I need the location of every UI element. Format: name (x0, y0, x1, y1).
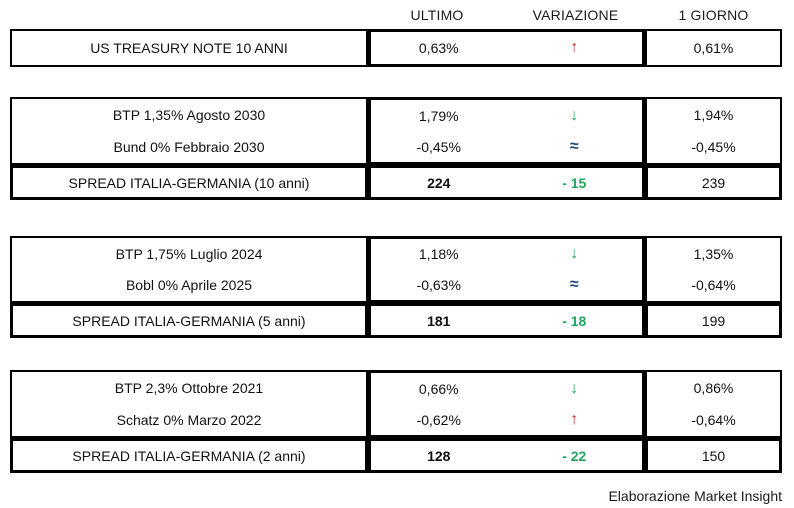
block-us-treasury: US TREASURY NOTE 10 ANNI 0,63% ↑ 0,61% (10, 29, 782, 67)
spread-giorno-box: 199 (645, 303, 782, 338)
giorno-value: 1,35% (693, 245, 734, 262)
giorno-value: 0,86% (693, 380, 734, 396)
spread-values-box: 128 - 22 (368, 438, 645, 473)
spread-label-box: SPREAD ITALIA-GERMANIA (10 anni) (10, 165, 368, 200)
spread-ultimo-value: 181 (427, 312, 451, 329)
ultimo-value: -0,63% (416, 276, 461, 293)
bond-label-box: BTP 2,3% Ottobre 2021 Schatz 0% Marzo 20… (10, 370, 368, 438)
up-arrow-icon: ↑ (570, 39, 579, 56)
column-header-variazione: VARIAZIONE (532, 7, 619, 23)
spread-label: SPREAD ITALIA-GERMANIA (10 anni) (68, 174, 310, 191)
block-10-anni: BTP 1,35% Agosto 2030 Bund 0% Febbraio 2… (10, 97, 782, 200)
spread-giorno-value: 239 (701, 174, 726, 191)
column-header-1-giorno: 1 GIORNO (678, 7, 749, 23)
ultimo-variazione-box: 1,18% ↓ -0,63% ≈ (368, 236, 645, 303)
spread-change-value: - 22 (562, 447, 587, 464)
ultimo-value: 0,63% (418, 40, 459, 56)
bond-label: US TREASURY NOTE 10 ANNI (90, 40, 288, 56)
down-arrow-icon: ↓ (570, 245, 579, 263)
bond-label: BTP 1,35% Agosto 2030 (112, 107, 266, 123)
giorno-value: -0,64% (691, 277, 736, 294)
spread-giorno-value: 199 (701, 312, 726, 329)
giorno-box: 0,86% -0,64% (645, 370, 782, 438)
ultimo-variazione-box: 0,63% ↑ (368, 29, 645, 67)
ultimo-value: 1,18% (418, 246, 459, 263)
bond-label: BTP 2,3% Ottobre 2021 (114, 380, 264, 396)
spread-change-value: - 18 (562, 312, 587, 329)
bond-label-box: US TREASURY NOTE 10 ANNI (10, 29, 368, 67)
bond-label: Bund 0% Febbraio 2030 (113, 139, 265, 155)
spread-label-box: SPREAD ITALIA-GERMANIA (2 anni) (10, 438, 368, 473)
spread-ultimo-value: 128 (427, 447, 451, 464)
block-5-anni: BTP 1,75% Luglio 2024 Bobl 0% Aprile 202… (10, 236, 782, 338)
ultimo-variazione-box: 1,79% ↓ -0,45% ≈ (368, 97, 645, 165)
ultimo-value: 1,79% (418, 107, 459, 124)
credit-text: Elaborazione Market Insight (608, 488, 782, 504)
spread-change-value: - 15 (562, 174, 587, 191)
giorno-value: 1,94% (693, 107, 734, 123)
spread-label: SPREAD ITALIA-GERMANIA (5 anni) (72, 312, 306, 329)
column-header-ultimo: ULTIMO (410, 7, 464, 23)
spread-values-box: 224 - 15 (368, 165, 645, 200)
spread-giorno-box: 150 (645, 438, 782, 473)
down-arrow-icon: ↓ (570, 106, 579, 124)
spread-ultimo-value: 224 (427, 174, 451, 191)
giorno-value: -0,64% (691, 412, 736, 428)
bond-label: Bobl 0% Aprile 2025 (125, 277, 253, 294)
spread-label: SPREAD ITALIA-GERMANIA (2 anni) (72, 447, 306, 464)
spread-giorno-box: 239 (645, 165, 782, 200)
spread-label-box: SPREAD ITALIA-GERMANIA (5 anni) (10, 303, 368, 338)
spread-values-box: 181 - 18 (368, 303, 645, 338)
giorno-value: -0,45% (691, 139, 736, 155)
bond-label: BTP 1,75% Luglio 2024 (115, 245, 263, 262)
giorno-box: 0,61% (645, 29, 782, 67)
ultimo-variazione-box: 0,66% ↓ -0,62% ↑ (368, 370, 645, 438)
giorno-box: 1,94% -0,45% (645, 97, 782, 165)
spread-giorno-value: 150 (701, 447, 726, 464)
ultimo-value: -0,62% (416, 411, 461, 428)
bond-label-box: BTP 1,75% Luglio 2024 Bobl 0% Aprile 202… (10, 236, 368, 303)
giorno-box: 1,35% -0,64% (645, 236, 782, 303)
approx-icon: ≈ (569, 275, 579, 293)
bond-label: Schatz 0% Marzo 2022 (116, 412, 262, 428)
down-arrow-icon: ↓ (570, 379, 579, 397)
ultimo-value: -0,45% (416, 138, 461, 155)
up-arrow-icon: ↑ (570, 410, 579, 428)
ultimo-value: 0,66% (418, 380, 459, 397)
block-2-anni: BTP 2,3% Ottobre 2021 Schatz 0% Marzo 20… (10, 370, 782, 473)
giorno-value: 0,61% (693, 40, 734, 56)
bond-label-box: BTP 1,35% Agosto 2030 Bund 0% Febbraio 2… (10, 97, 368, 165)
approx-icon: ≈ (569, 137, 579, 155)
